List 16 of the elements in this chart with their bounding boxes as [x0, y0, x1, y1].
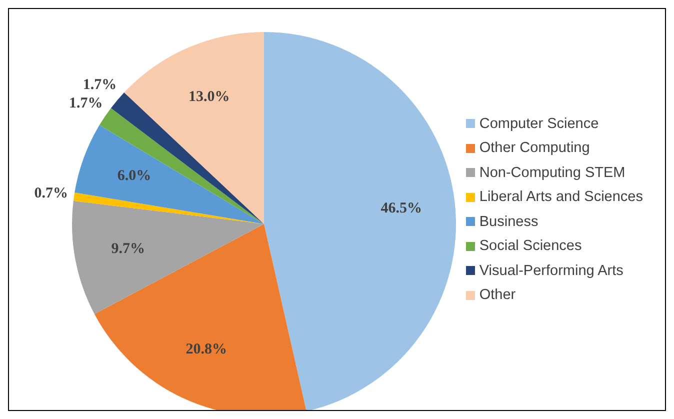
- data-label: 9.7%: [111, 241, 145, 258]
- data-label: 6.0%: [117, 168, 152, 184]
- legend-label: Business: [479, 214, 538, 230]
- data-label: 46.5%: [380, 200, 422, 217]
- legend-label: Visual-Performing Arts: [479, 262, 624, 279]
- legend-label: Other Computing: [479, 140, 590, 156]
- legend-label: Computer Science: [479, 116, 599, 132]
- data-label: 20.8%: [186, 342, 227, 358]
- legend-label: Liberal Arts and Sciences: [479, 189, 643, 206]
- data-label: 13.0%: [188, 89, 230, 106]
- data-label: 1.7%: [82, 77, 117, 94]
- legend-label: Non-Computing STEM: [479, 164, 626, 181]
- data-label: 0.7%: [34, 185, 68, 202]
- data-label: 1.7%: [69, 96, 103, 112]
- legend-label: Other: [479, 287, 516, 304]
- legend-label: Social Sciences: [479, 238, 582, 254]
